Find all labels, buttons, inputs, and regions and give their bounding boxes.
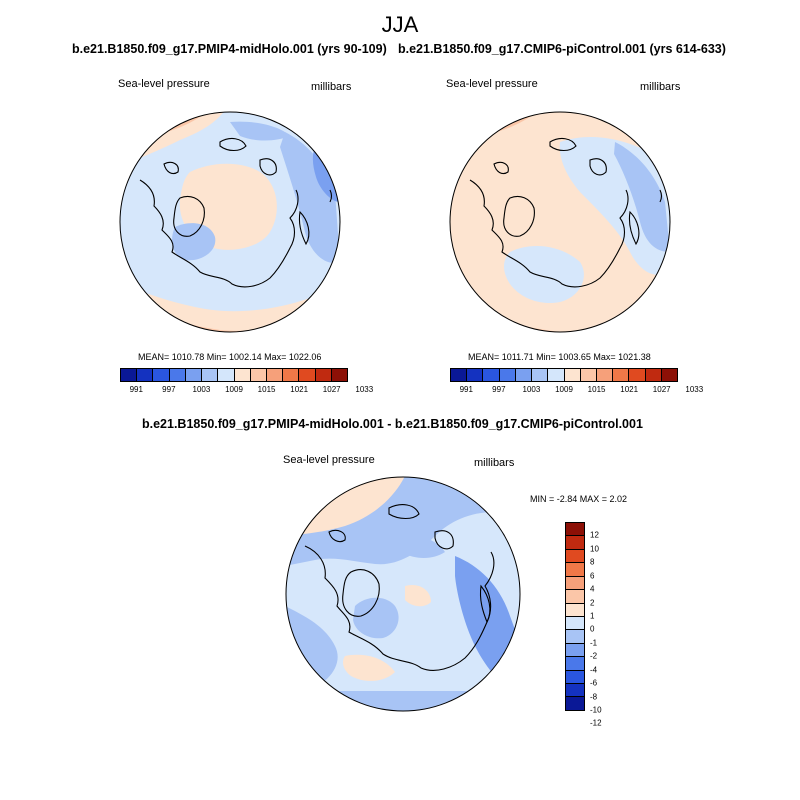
panel2-colorbar-tick-label: 1021 [620, 385, 639, 394]
diff-colorbar-tick-label: 2 [590, 598, 595, 608]
panel2-colorbar-swatch [580, 369, 597, 381]
diff-minmax: MIN = -2.84 MAX = 2.02 [530, 494, 628, 504]
diff-colorbar-swatch [566, 576, 584, 591]
panel1-colorbar-swatch [283, 369, 300, 381]
diff-colorbar-tick-label: 1 [590, 611, 595, 621]
diff-colorbar-tick-label: -6 [590, 678, 598, 688]
panel1-colorbar-swatch [315, 369, 332, 381]
panel2-colorbar-swatch [548, 369, 565, 381]
panel2-colorbar-tick-label: 997 [492, 385, 506, 394]
diff-colorbar-tick-label: 12 [590, 530, 599, 540]
diff-colorbar-tick-label: -1 [590, 638, 598, 648]
diff-colorbar-tick-label: 6 [590, 571, 595, 581]
panel1-colorbar-swatch [153, 369, 170, 381]
panel1-colorbar-swatch [266, 369, 284, 381]
diff-colorbar-swatch [566, 590, 584, 604]
panel1-colorbar-swatch [121, 369, 138, 381]
panel1-variable-label: Sea-level pressure [118, 78, 210, 90]
panel2-colorbar [450, 368, 678, 382]
panel1-colorbar-swatch [137, 369, 154, 381]
panel2-colorbar-swatch [661, 369, 678, 381]
panel1-colorbar-tick-label: 1003 [192, 385, 211, 394]
diff-colorbar-swatch [566, 630, 584, 644]
panel2-variable-label: Sea-level pressure [446, 78, 538, 90]
panel2-colorbar-tick-label: 1033 [685, 385, 704, 394]
panel2-colorbar-tick-label: 1009 [555, 385, 573, 394]
diff-colorbar-swatch [566, 684, 584, 698]
panel1-colorbar-swatch [234, 369, 251, 381]
panel1-colorbar-tick-label: 1021 [290, 385, 309, 394]
diff-colorbar-swatch [566, 563, 584, 577]
diff-colorbar-swatch [566, 643, 584, 658]
diff-colorbar-tick-label: 4 [590, 584, 595, 594]
panel1-colorbar-tick-label: 991 [129, 385, 143, 394]
diff-colorbar-swatch [566, 549, 584, 564]
diff-subtitle: b.e21.B1850.f09_g17.PMIP4-midHolo.001 - … [142, 417, 643, 431]
panel2-stats: MEAN= 1011.71 Min= 1003.65 Max= 1021.38 [468, 352, 651, 362]
panel1-colorbar-swatch [218, 369, 235, 381]
diff-colorbar-tick-label: -8 [590, 692, 598, 702]
panel1-colorbar-tick-label: 1033 [355, 385, 374, 394]
diff-colorbar-tick-label: -4 [590, 665, 598, 675]
panel1-colorbar-swatch [331, 369, 348, 381]
panel2-colorbar-swatch [629, 369, 646, 381]
panel1-units-label: millibars [311, 81, 352, 93]
diff-units-label: millibars [474, 457, 515, 469]
diff-colorbar-swatch [566, 697, 584, 710]
panel1-colorbar [120, 368, 348, 382]
panel1-colorbar-swatch [185, 369, 203, 381]
panel1-subtitle: b.e21.B1850.f09_g17.PMIP4-midHolo.001 (y… [72, 42, 387, 56]
panel2-colorbar-tick-label: 1015 [587, 385, 606, 394]
panel1-colorbar-swatch [202, 369, 219, 381]
diff-colorbar-tick-label: 8 [590, 557, 595, 567]
diff-colorbar-swatch [566, 616, 584, 631]
panel1-colorbar-tick-label: 1027 [322, 385, 341, 394]
figure-title: JJA [381, 12, 419, 37]
panel1-colorbar-swatch [169, 369, 186, 381]
panel2-colorbar-swatch [483, 369, 500, 381]
diff-colorbar-tick-label: -2 [590, 651, 598, 661]
panel2-colorbar-tick-label: 1027 [652, 385, 671, 394]
panel1-colorbar-tick-label: 1015 [257, 385, 276, 394]
diff-colorbar-swatch [566, 603, 584, 617]
diff-colorbar-swatch [566, 657, 584, 671]
panel2-colorbar-swatch [451, 369, 468, 381]
panel2-subtitle: b.e21.B1850.f09_g17.CMIP6-piControl.001 … [398, 42, 726, 56]
panel1-stats: MEAN= 1010.78 Min= 1002.14 Max= 1022.06 [138, 352, 322, 362]
diff-colorbar-tick-label: 0 [590, 624, 595, 634]
diff-colorbar-tick-label: -10 [590, 705, 602, 715]
panel2-colorbar-swatch [467, 369, 484, 381]
diff-colorbar-swatch [566, 523, 584, 537]
diff-polar-map [285, 476, 521, 712]
diff-colorbar-swatch [566, 536, 584, 550]
panel2-polar-map [449, 111, 671, 333]
panel1-colorbar-tick-label: 1009 [225, 385, 243, 394]
panel2-colorbar-swatch [515, 369, 533, 381]
panel2-colorbar-swatch [613, 369, 630, 381]
panel1-colorbar-tick-label: 997 [162, 385, 176, 394]
panel2-colorbar-swatch [564, 369, 581, 381]
panel1-colorbar-swatch [250, 369, 267, 381]
panel2-colorbar-swatch [499, 369, 516, 381]
panel2-colorbar-swatch [596, 369, 614, 381]
panel2-colorbar-swatch [532, 369, 549, 381]
diff-colorbar-swatch [566, 670, 584, 685]
diff-colorbar-tick-label: 10 [590, 544, 599, 554]
panel1-polar-map [119, 111, 341, 333]
panel2-units-label: millibars [640, 81, 681, 93]
panel2-colorbar-swatch [645, 369, 662, 381]
panel1-colorbar-swatch [299, 369, 316, 381]
diff-variable-label: Sea-level pressure [283, 454, 375, 466]
diff-colorbar [565, 522, 585, 711]
panel2-colorbar-tick-label: 991 [459, 385, 473, 394]
diff-colorbar-tick-label: -12 [590, 718, 602, 728]
panel2-colorbar-tick-label: 1003 [522, 385, 541, 394]
